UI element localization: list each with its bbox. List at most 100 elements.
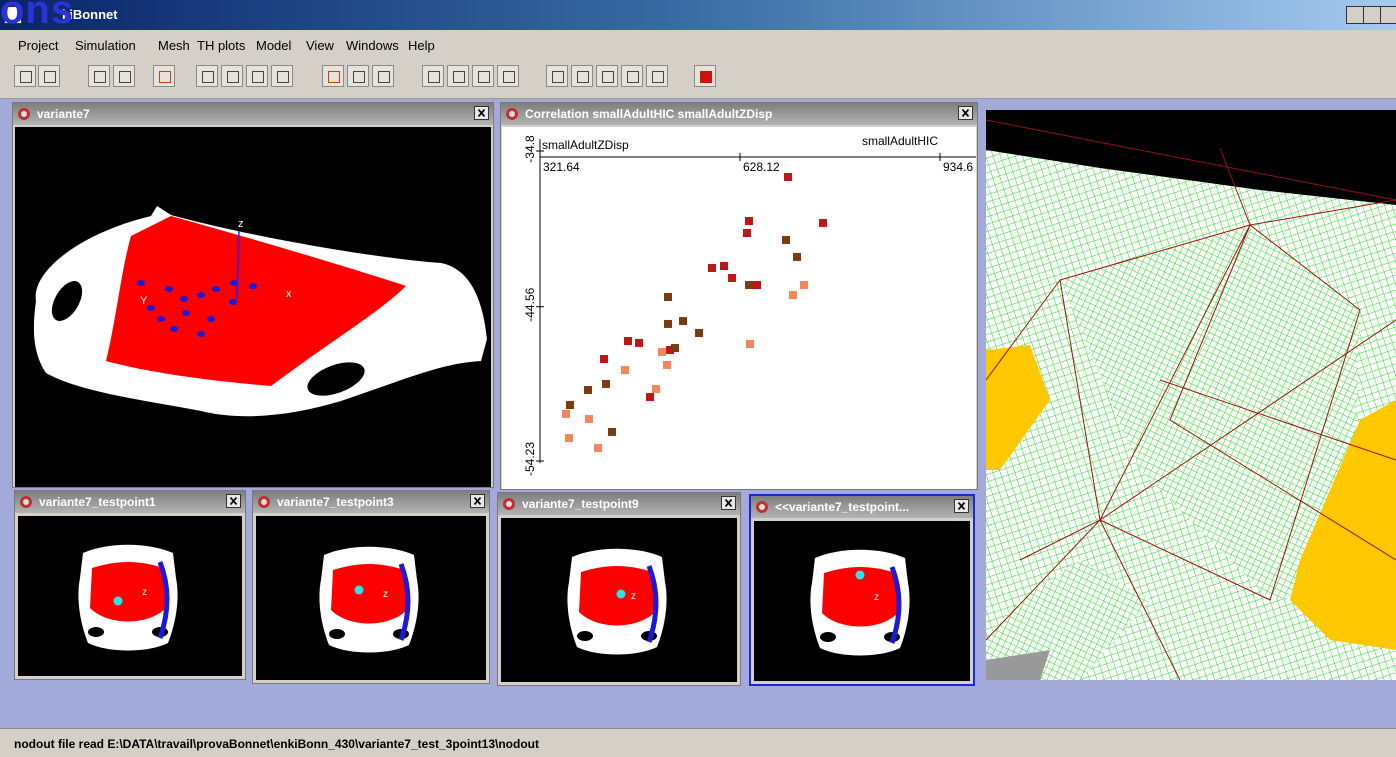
axis-label: z bbox=[142, 587, 147, 598]
maximize-button[interactable] bbox=[1363, 6, 1381, 24]
data-point bbox=[781, 236, 790, 245]
toolbar-button[interactable] bbox=[153, 65, 175, 87]
toolbar-button[interactable] bbox=[347, 65, 369, 87]
toolbar-icon bbox=[119, 71, 131, 83]
toolbar-button[interactable] bbox=[196, 65, 218, 87]
close-button[interactable] bbox=[721, 496, 736, 510]
x-axis-label: smallAdultHIC bbox=[862, 134, 938, 148]
test-point bbox=[354, 585, 364, 595]
toolbar-button[interactable] bbox=[372, 65, 394, 87]
toolbar-icon bbox=[159, 71, 171, 83]
close-button[interactable] bbox=[954, 499, 969, 513]
data-point bbox=[784, 173, 793, 182]
toolbar-button[interactable] bbox=[596, 65, 618, 87]
window-icon bbox=[18, 108, 30, 120]
y-tick-label: -54.23 bbox=[523, 442, 537, 476]
toolbar-button[interactable] bbox=[88, 65, 110, 87]
data-point bbox=[744, 281, 753, 290]
bonnet-panel bbox=[106, 216, 406, 386]
axis-label: x bbox=[172, 590, 177, 601]
toolbar-button[interactable] bbox=[621, 65, 643, 87]
close-button[interactable] bbox=[226, 494, 241, 508]
toolbar-icon bbox=[700, 71, 712, 83]
x-tick-label: 934.6 bbox=[943, 160, 973, 174]
window-icon bbox=[258, 496, 270, 508]
toolbar-button[interactable] bbox=[422, 65, 444, 87]
menu-item[interactable]: Windows bbox=[346, 38, 399, 53]
toolbar bbox=[0, 58, 1396, 99]
close-button[interactable] bbox=[474, 106, 489, 120]
window-title: variante7_testpoint9 bbox=[522, 497, 639, 511]
bonnet-hole bbox=[820, 632, 836, 642]
toolbar-button[interactable] bbox=[546, 65, 568, 87]
toolbar-button[interactable] bbox=[646, 65, 668, 87]
toolbar-button[interactable] bbox=[14, 65, 36, 87]
data-point bbox=[658, 348, 667, 357]
data-point bbox=[818, 218, 827, 227]
y-tick-label: -44.56 bbox=[523, 287, 537, 321]
menu-item[interactable]: TH plots bbox=[197, 38, 246, 53]
data-point bbox=[565, 400, 574, 409]
status-bar: nodout file read E:\DATA\travail\provaBo… bbox=[0, 728, 1396, 757]
close-button[interactable] bbox=[958, 106, 973, 120]
menu-item[interactable]: Model bbox=[256, 38, 292, 53]
bonnet-edge bbox=[157, 561, 170, 639]
thumbnail-window: variante7_testpoint3 z x bbox=[252, 490, 490, 684]
window-title: variante7_testpoint1 bbox=[39, 495, 156, 509]
toolbar-icon bbox=[552, 71, 564, 83]
window-icon bbox=[20, 496, 32, 508]
toolbar-button[interactable] bbox=[246, 65, 268, 87]
menu-item[interactable]: Project bbox=[18, 38, 59, 53]
menu-item[interactable]: Help bbox=[408, 38, 435, 53]
menu-item[interactable]: Mesh bbox=[158, 38, 190, 53]
test-point bbox=[113, 596, 123, 606]
toolbar-button[interactable] bbox=[271, 65, 293, 87]
data-point bbox=[565, 434, 574, 443]
axis-label: x bbox=[413, 592, 418, 603]
window-title: variante7_testpoint3 bbox=[277, 495, 394, 509]
toolbar-button[interactable] bbox=[221, 65, 243, 87]
toolbar-button[interactable] bbox=[694, 65, 716, 87]
close-button[interactable] bbox=[470, 494, 485, 508]
axis-label: z bbox=[383, 589, 388, 600]
data-point bbox=[652, 385, 661, 394]
data-point bbox=[662, 360, 671, 369]
toolbar-button[interactable] bbox=[497, 65, 519, 87]
scatter-chart: smallAdultZDisp smallAdultHIC 321.64 628.… bbox=[502, 127, 976, 489]
menu-item[interactable]: Simulation bbox=[75, 38, 136, 53]
toolbar-button[interactable] bbox=[322, 65, 344, 87]
data-point bbox=[695, 329, 704, 338]
toolbar-button[interactable] bbox=[113, 65, 135, 87]
x-tick-label: 628.12 bbox=[743, 160, 780, 174]
toolbar-button[interactable] bbox=[571, 65, 593, 87]
toolbar-icon bbox=[20, 71, 32, 83]
toolbar-icon bbox=[627, 71, 639, 83]
window-title: <<variante7_testpoint... bbox=[775, 500, 910, 514]
toolbar-button[interactable] bbox=[447, 65, 469, 87]
bonnet-hole bbox=[307, 362, 365, 396]
x-tick-label: 321.64 bbox=[543, 160, 580, 174]
chart-background bbox=[502, 127, 976, 489]
toolbar-icon bbox=[353, 71, 365, 83]
menu-item[interactable]: View bbox=[306, 38, 334, 53]
data-point bbox=[728, 273, 737, 282]
toolbar-icon bbox=[252, 71, 264, 83]
test-point bbox=[855, 570, 865, 580]
bonnet-edge bbox=[646, 565, 659, 643]
close-app-button[interactable] bbox=[1380, 6, 1396, 24]
window-title-bar: Correlation smallAdultHIC smallAdultZDis… bbox=[501, 103, 977, 125]
mesh-view bbox=[986, 110, 1396, 680]
toolbar-icon bbox=[378, 71, 390, 83]
data-point bbox=[645, 393, 654, 402]
data-point bbox=[670, 344, 679, 353]
data-point bbox=[602, 379, 611, 388]
minimize-button[interactable] bbox=[1346, 6, 1364, 24]
toolbar-button[interactable] bbox=[472, 65, 494, 87]
toolbar-button[interactable] bbox=[38, 65, 60, 87]
